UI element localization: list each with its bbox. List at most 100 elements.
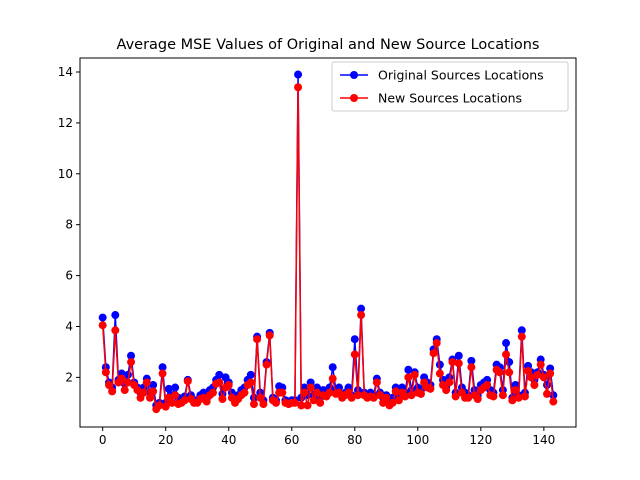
series-2-point <box>290 398 299 407</box>
series-2-point <box>139 388 148 397</box>
series-2-point <box>309 396 318 405</box>
y-tick-label: 12 <box>58 116 73 130</box>
series-2-point <box>536 360 545 369</box>
series-2-point <box>442 386 451 395</box>
series-2-point <box>432 339 441 348</box>
series-1-point <box>294 70 303 79</box>
series-2-point <box>312 388 321 397</box>
series-2-point <box>294 83 303 92</box>
series-1-point <box>350 335 359 344</box>
series-2-point <box>464 393 473 402</box>
legend-label-2: New Sources Locations <box>378 91 522 106</box>
series-2-point <box>394 396 403 405</box>
series-2-point <box>517 332 526 341</box>
series-2-point <box>524 367 533 376</box>
series-2-point <box>306 383 315 392</box>
series-2-point <box>520 392 529 401</box>
series-2-point <box>300 388 309 397</box>
y-tick-label: 6 <box>65 269 73 283</box>
series-2-point <box>98 321 107 330</box>
series-2-point <box>215 378 224 387</box>
series-2-point <box>168 398 177 407</box>
series-2-point <box>297 401 306 410</box>
series-2-point <box>224 381 233 390</box>
series-2-point <box>357 311 366 320</box>
y-tick-label: 10 <box>58 167 73 181</box>
series-2-point <box>514 393 523 402</box>
series-2-point <box>208 388 217 397</box>
series-2-point <box>508 396 517 405</box>
series-1-point <box>158 363 167 372</box>
series-1-point <box>435 360 444 369</box>
series-1-point <box>404 365 413 374</box>
series-2-point <box>120 386 129 395</box>
series-2-point <box>473 395 482 404</box>
x-tick-label: 40 <box>221 433 236 447</box>
series-2-point <box>527 373 536 382</box>
series-2-point <box>489 392 498 401</box>
series-1-point <box>517 326 526 335</box>
series-2-point <box>325 388 334 397</box>
series-2-point <box>369 393 378 402</box>
series-2-point <box>246 378 255 387</box>
series-2-point <box>145 393 154 402</box>
x-tick-label: 120 <box>469 433 492 447</box>
series-2-point <box>104 381 113 390</box>
series-2-point <box>467 363 476 372</box>
series-2-point <box>202 397 211 406</box>
series-1-point <box>328 363 337 372</box>
series-2-point <box>429 349 438 358</box>
series-1-point <box>502 339 511 348</box>
y-tick-label: 8 <box>65 218 73 232</box>
series-1-point <box>98 313 107 322</box>
series-2-point <box>388 398 397 407</box>
series-2-point <box>410 370 419 379</box>
series-2-point <box>454 359 463 368</box>
series-2-point <box>328 374 337 383</box>
series-2-point <box>495 368 504 377</box>
series-2-point <box>435 369 444 378</box>
series-2-point <box>382 393 391 402</box>
series-2-point <box>543 389 552 398</box>
series-2-point <box>401 392 410 401</box>
series-2-point <box>502 350 511 359</box>
series-2-point <box>511 386 520 395</box>
ticks-layer: 0 20 40 60 80 100 120 140 2 4 6 8 10 12 14 <box>58 65 556 447</box>
x-tick-label: 0 <box>99 433 107 447</box>
series-2-point <box>180 396 189 405</box>
series-2-point <box>218 395 227 404</box>
x-tick-label: 140 <box>532 433 555 447</box>
series-2-point <box>108 387 117 396</box>
series-2-point <box>539 373 548 382</box>
series-2-point <box>375 391 384 400</box>
x-tick-label: 100 <box>406 433 429 447</box>
legend-marker-2 <box>350 94 358 102</box>
series-2-point <box>161 402 170 411</box>
series-2-point <box>123 378 132 387</box>
plot-area-frame <box>79 57 577 428</box>
series-2-point <box>158 369 167 378</box>
x-tick-label: 20 <box>158 433 173 447</box>
series-1-point <box>164 384 173 393</box>
series-2-point <box>101 368 110 377</box>
legend: Original Sources Locations New Sources Lo… <box>331 61 569 112</box>
series-2-point <box>350 350 359 359</box>
series-2-point <box>155 401 164 410</box>
x-tick-label: 60 <box>284 433 299 447</box>
series-2-point <box>483 381 492 390</box>
series-2-point <box>249 400 258 409</box>
series-2-point <box>262 360 271 369</box>
series-2-point <box>117 374 126 383</box>
series-2-point <box>391 387 400 396</box>
series-1-point <box>149 381 158 390</box>
series-2-point <box>316 398 325 407</box>
series-2-point <box>416 389 425 398</box>
series-2-point <box>133 386 142 395</box>
series-2-point <box>183 377 192 386</box>
series-2-point <box>498 391 507 400</box>
series-2-point <box>265 331 274 340</box>
series-1-point <box>454 351 463 360</box>
series-2-point <box>278 388 287 397</box>
series-1-point <box>215 370 224 379</box>
